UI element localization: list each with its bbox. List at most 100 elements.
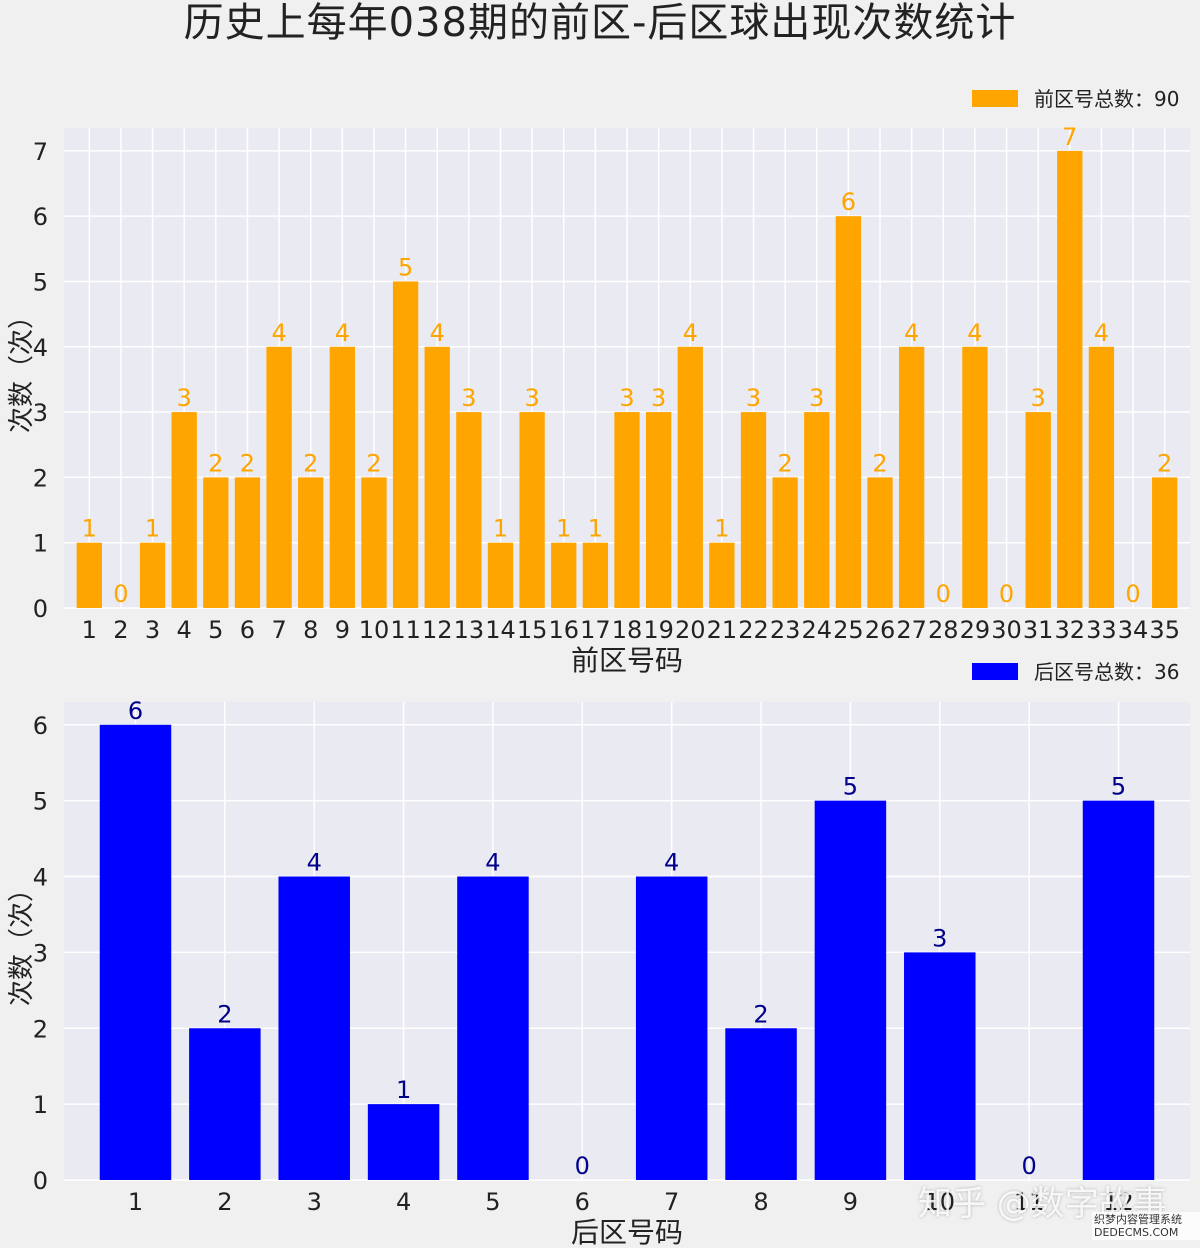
front-bar-value-label: 0: [1125, 580, 1140, 608]
front-bar-value-label: 2: [240, 449, 255, 477]
front-bar-value-label: 3: [524, 384, 539, 412]
front-bar: [171, 412, 197, 608]
back-bar-value-label: 1: [396, 1076, 411, 1104]
front-x-tick-label: 32: [1055, 616, 1086, 644]
back-bar: [814, 800, 887, 1180]
front-bar-value-label: 2: [778, 449, 793, 477]
back-bar-value-label: 4: [307, 849, 322, 877]
back-bar: [457, 876, 529, 1180]
back-y-axis-label: 次数（次）: [7, 876, 37, 1006]
front-bar: [709, 542, 735, 608]
front-bar-value-label: 2: [366, 449, 381, 477]
front-x-tick-label: 15: [517, 616, 548, 644]
front-bar: [424, 346, 450, 608]
back-x-tick-label: 11: [1014, 1188, 1045, 1216]
front-bar: [1088, 346, 1115, 608]
front-y-tick-label: 0: [33, 595, 48, 623]
front-bar-value-label: 5: [398, 253, 413, 281]
front-bar: [551, 542, 577, 608]
back-x-tick-label: 5: [485, 1188, 500, 1216]
back-bar-value-label: 2: [217, 1000, 232, 1028]
front-x-tick-label: 20: [675, 616, 706, 644]
front-bar-value-label: 3: [651, 384, 666, 412]
front-x-tick-label: 14: [485, 616, 516, 644]
front-x-tick-label: 35: [1149, 616, 1180, 644]
front-x-tick-label: 31: [1023, 616, 1054, 644]
front-bar: [645, 412, 672, 608]
front-x-tick-label: 9: [335, 616, 350, 644]
front-x-tick-label: 25: [833, 616, 864, 644]
front-bar: [614, 412, 640, 608]
back-legend-label: 后区号总数：36: [1034, 660, 1179, 684]
front-x-tick-label: 5: [208, 616, 223, 644]
front-x-tick-label: 17: [580, 616, 611, 644]
front-x-tick-label: 13: [454, 616, 485, 644]
front-bar: [456, 412, 482, 608]
back-bar-value-label: 0: [1022, 1152, 1037, 1180]
front-legend-swatch: [972, 90, 1018, 107]
front-bar: [867, 477, 893, 608]
front-y-tick-label: 5: [33, 268, 48, 296]
back-bar-value-label: 0: [575, 1152, 590, 1180]
front-bar-value-label: 3: [619, 384, 634, 412]
front-bar: [329, 346, 355, 608]
back-y-tick-label: 1: [33, 1091, 48, 1119]
front-bar: [139, 542, 166, 608]
back-x-tick-label: 4: [396, 1188, 411, 1216]
back-bar-value-label: 5: [1111, 773, 1126, 801]
back-y-tick-label: 2: [33, 1015, 48, 1043]
back-bar-value-label: 4: [485, 849, 500, 877]
front-bar-value-label: 4: [271, 319, 286, 347]
front-bar-value-label: 3: [177, 384, 192, 412]
front-bar: [899, 346, 925, 608]
front-bar: [1057, 150, 1083, 608]
front-bar: [203, 477, 229, 608]
front-bar: [487, 542, 514, 608]
front-x-tick-label: 8: [303, 616, 318, 644]
front-x-tick-label: 23: [770, 616, 801, 644]
front-bar: [519, 412, 545, 608]
back-y-tick-label: 5: [33, 788, 48, 816]
back-y-tick-label: 6: [33, 712, 48, 740]
front-x-tick-label: 27: [896, 616, 927, 644]
front-bar-value-label: 3: [1031, 384, 1046, 412]
front-x-tick-label: 7: [271, 616, 286, 644]
front-x-tick-label: 3: [145, 616, 160, 644]
front-x-tick-label: 16: [548, 616, 579, 644]
front-x-tick-label: 19: [643, 616, 674, 644]
front-bar-value-label: 0: [936, 580, 951, 608]
back-bar: [367, 1104, 440, 1180]
front-bar-value-label: 1: [82, 515, 97, 543]
front-bar-value-label: 3: [746, 384, 761, 412]
front-x-tick-label: 21: [707, 616, 738, 644]
front-bar-value-label: 4: [904, 319, 919, 347]
front-bar-value-label: 7: [1062, 123, 1077, 151]
front-bar: [772, 477, 798, 608]
back-y-tick-label: 0: [33, 1167, 48, 1195]
back-x-tick-label: 6: [575, 1188, 590, 1216]
front-bar-value-label: 6: [841, 188, 856, 216]
front-bar: [234, 477, 261, 608]
front-bar-value-label: 4: [335, 319, 350, 347]
front-y-tick-label: 7: [33, 138, 48, 166]
back-bar: [1082, 800, 1155, 1180]
front-bar-value-label: 2: [208, 449, 223, 477]
back-bar-value-label: 5: [843, 773, 858, 801]
front-bar-value-label: 1: [556, 515, 571, 543]
back-legend-swatch: [972, 663, 1018, 680]
front-y-tick-label: 2: [33, 464, 48, 492]
back-x-tick-label: 12: [1103, 1188, 1134, 1216]
back-x-tick-label: 3: [307, 1188, 322, 1216]
front-y-tick-label: 6: [33, 203, 48, 231]
front-bar-value-label: 1: [493, 515, 508, 543]
front-x-tick-label: 11: [390, 616, 421, 644]
front-bar: [392, 281, 419, 608]
back-x-axis-label: 后区号码: [571, 1216, 683, 1248]
back-x-tick-label: 10: [925, 1188, 956, 1216]
front-bar-value-label: 0: [113, 580, 128, 608]
front-bar-value-label: 0: [999, 580, 1014, 608]
front-y-axis-label: 次数（次）: [7, 303, 37, 433]
front-bar: [1025, 412, 1051, 608]
back-bar: [725, 1028, 797, 1180]
